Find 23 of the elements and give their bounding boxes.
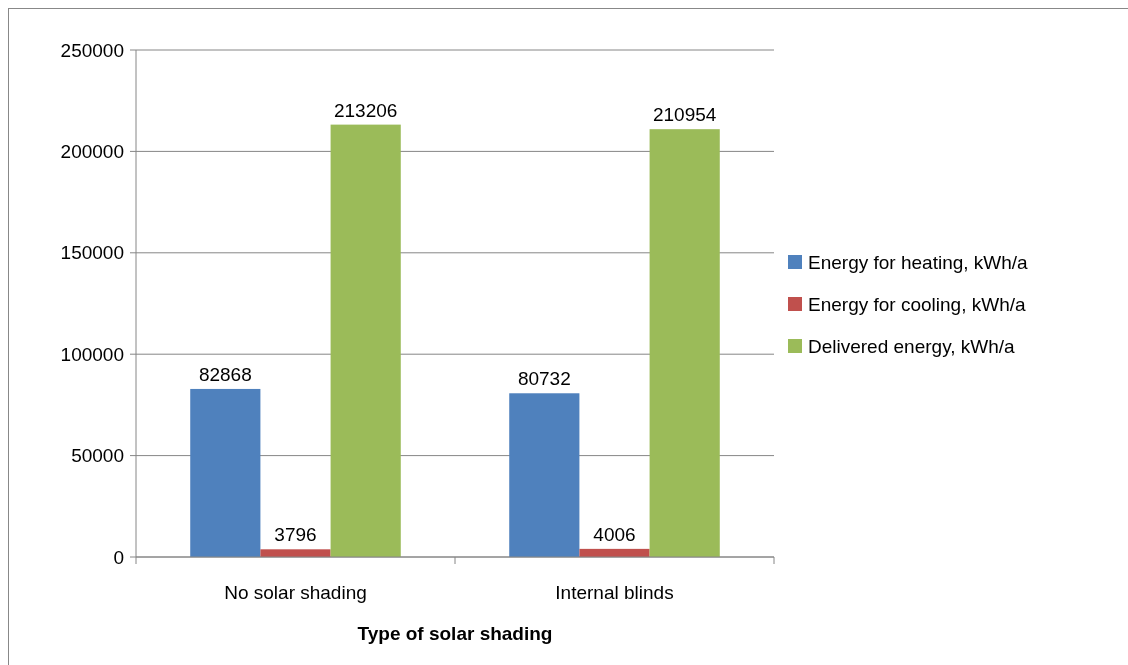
data-label: 210954 [652, 104, 717, 126]
bar [649, 129, 720, 557]
bar [190, 388, 261, 557]
y-tick-label: 200000 [60, 141, 124, 163]
y-tick-label: 0 [113, 546, 124, 568]
x-tick-label: Internal blinds [555, 582, 674, 603]
bar [260, 549, 331, 557]
y-tick-label: 150000 [60, 242, 124, 264]
bar [330, 124, 401, 557]
legend-label: Energy for heating, kWh/a [808, 251, 1029, 273]
legend-label: Energy for cooling, kWh/a [808, 293, 1026, 315]
data-label: 213206 [333, 99, 398, 121]
y-tick-label: 250000 [60, 39, 124, 61]
y-tick-label: 100000 [60, 343, 124, 365]
y-tick-label: 50000 [71, 445, 124, 467]
x-axis-title: Type of solar shading [357, 623, 553, 644]
data-label: 82868 [198, 363, 252, 385]
data-label: 80732 [517, 368, 571, 390]
data-label: 3796 [274, 524, 317, 546]
x-tick-label: No solar shading [224, 582, 367, 603]
bar [509, 393, 580, 557]
legend-label: Delivered energy, kWh/a [808, 335, 1016, 357]
data-label: 4006 [593, 523, 636, 545]
